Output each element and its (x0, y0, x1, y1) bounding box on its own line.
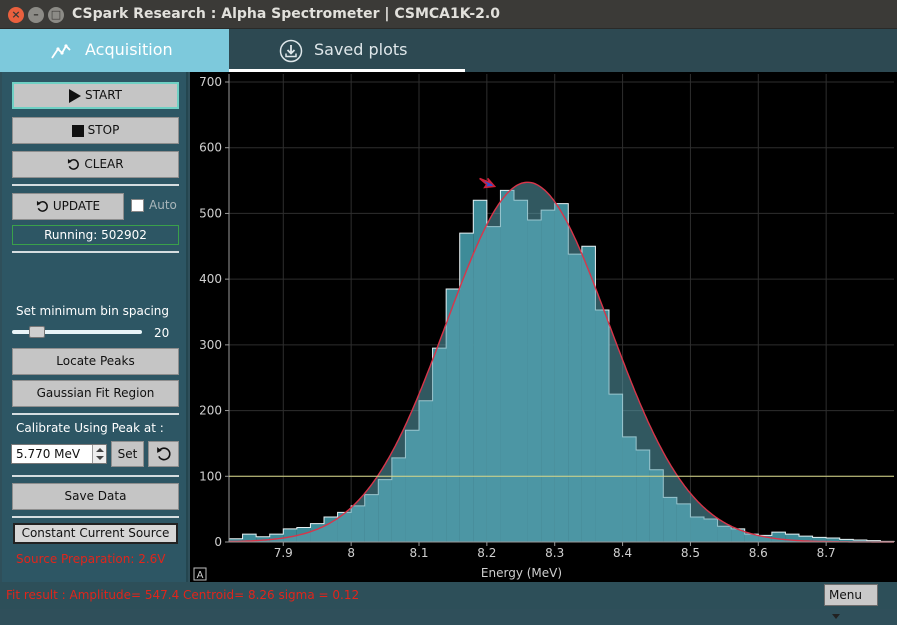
spin-up-down-icon (96, 448, 104, 460)
histogram-outline (228, 189, 895, 542)
source-preparation-status: Source Preparation: 2.6V (16, 552, 166, 566)
divider (12, 184, 179, 186)
clear-button[interactable]: CLEAR (12, 151, 179, 178)
stop-button[interactable]: STOP (12, 117, 179, 144)
x-tick-label: 8.1 (409, 546, 428, 560)
tab-bar: Acquisition Saved plots (0, 29, 897, 72)
refresh-icon (156, 446, 171, 460)
histogram-bar (826, 538, 840, 542)
histogram-bar (256, 536, 270, 542)
x-tick-label: 8.4 (613, 546, 632, 560)
spectrum-plot-panel[interactable]: 0 100 200 300 400 500 600 700 7.9 8 8.1 8.2 8.3 8.4 8.… (190, 72, 897, 582)
bin-spacing-slider-track[interactable] (12, 330, 142, 334)
gaussian-fit-region-button[interactable]: Gaussian Fit Region (12, 380, 179, 407)
tab-saved-plots[interactable]: Saved plots (229, 29, 465, 72)
histogram-bar (799, 536, 813, 542)
window-minimize-button[interactable]: – (28, 7, 44, 23)
auto-range-button[interactable] (193, 567, 207, 581)
calibrate-peak-spinbox[interactable]: 5.770 MeV (11, 444, 107, 464)
y-tick-label: 400 (199, 272, 222, 286)
y-tick-label: 100 (199, 469, 222, 483)
bin-spacing-label: Set minimum bin spacing (16, 304, 170, 318)
peak-marker-arrow-icon (479, 177, 497, 189)
running-counter: Running: 502902 (12, 225, 179, 245)
histogram-bar (242, 534, 257, 542)
window-title: CSpark Research : Alpha Spectrometer | C… (72, 6, 500, 22)
bin-spacing-value: 20 (154, 326, 170, 340)
stop-label: STOP (87, 123, 120, 137)
x-tick-label: 8.6 (749, 546, 768, 560)
spinbox-arrows[interactable] (92, 445, 106, 463)
auto-checkbox[interactable] (131, 199, 144, 212)
refresh-icon (68, 158, 80, 170)
y-tick-label: 200 (199, 404, 222, 418)
reset-calibration-button[interactable] (148, 441, 179, 467)
save-data-button[interactable]: Save Data (12, 483, 179, 510)
x-tick-label: 7.9 (274, 546, 293, 560)
locate-peaks-button[interactable]: Locate Peaks (12, 348, 179, 375)
histogram-bar (269, 534, 284, 542)
y-tick-label: 500 (199, 206, 222, 220)
tab-saved-plots-label: Saved plots (314, 40, 408, 59)
stop-icon (71, 124, 84, 137)
update-label: UPDATE (52, 199, 101, 213)
histogram-bar (853, 540, 867, 542)
title-bar: × – □ CSpark Research : Alpha Spectromet… (0, 0, 897, 29)
chevron-down-icon (832, 613, 840, 619)
bin-spacing-slider-handle[interactable] (28, 326, 45, 338)
refresh-icon (36, 200, 48, 212)
chart-line-icon (51, 44, 71, 59)
constant-current-source-button[interactable]: Constant Current Source (13, 523, 178, 544)
auto-label: Auto (149, 198, 177, 212)
x-tick-label: 8.2 (477, 546, 496, 560)
window-close-button[interactable]: × (8, 7, 24, 23)
gaussian-fit-line (228, 181, 894, 543)
start-label: START (84, 88, 123, 102)
start-button[interactable]: START (12, 82, 179, 109)
y-tick-label: 600 (199, 141, 222, 155)
x-tick-label: 8.3 (545, 546, 564, 560)
gaussian-fit-area (229, 182, 894, 543)
fit-result-text: Fit result : Amplitude= 547.4 Centroid= … (6, 588, 360, 602)
divider (12, 251, 179, 253)
calibrate-value: 5.770 MeV (16, 447, 81, 461)
update-button[interactable]: UPDATE (12, 193, 124, 220)
divider (12, 516, 179, 518)
x-tick-label: 8.5 (681, 546, 700, 560)
set-calibration-button[interactable]: Set (111, 441, 144, 467)
calibrate-label: Calibrate Using Peak at : (16, 421, 164, 435)
histogram-bar (771, 532, 786, 542)
x-tick-label: 8.7 (817, 546, 836, 560)
histogram-bar (839, 539, 854, 542)
tab-acquisition-label: Acquisition (85, 40, 173, 59)
y-tick-label: 0 (214, 535, 222, 549)
y-tick-label: 700 (199, 75, 222, 89)
menu-label: Menu (829, 588, 862, 602)
histogram-bar (812, 537, 827, 542)
download-icon (279, 39, 303, 63)
gaussian-fit-curve (228, 177, 894, 543)
axes: 0 100 200 300 400 500 600 700 7.9 8 8.1 8.2 8.3 8.4 8.… (193, 74, 894, 581)
control-sidebar: START STOP CLEAR UPDATE Auto Running: 50… (2, 72, 188, 582)
play-icon (68, 88, 81, 103)
clear-label: CLEAR (84, 157, 124, 171)
window-maximize-button[interactable]: □ (48, 7, 64, 23)
histogram-bar (229, 538, 243, 542)
divider (12, 475, 179, 477)
y-tick-label: 300 (199, 338, 222, 352)
histogram-bar (785, 534, 799, 542)
auto-range-label: A (197, 570, 204, 581)
tab-acquisition[interactable]: Acquisition (0, 29, 229, 72)
status-bar: Fit result : Amplitude= 547.4 Centroid= … (0, 582, 897, 619)
spectrum-chart[interactable]: 0 100 200 300 400 500 600 700 7.9 8 8.1 8.2 8.3 8.4 8.… (190, 72, 897, 582)
divider (12, 413, 179, 415)
x-axis-label: Energy (MeV) (481, 566, 562, 580)
menu-button[interactable]: Menu (824, 584, 878, 619)
x-tick-label: 8 (347, 546, 355, 560)
